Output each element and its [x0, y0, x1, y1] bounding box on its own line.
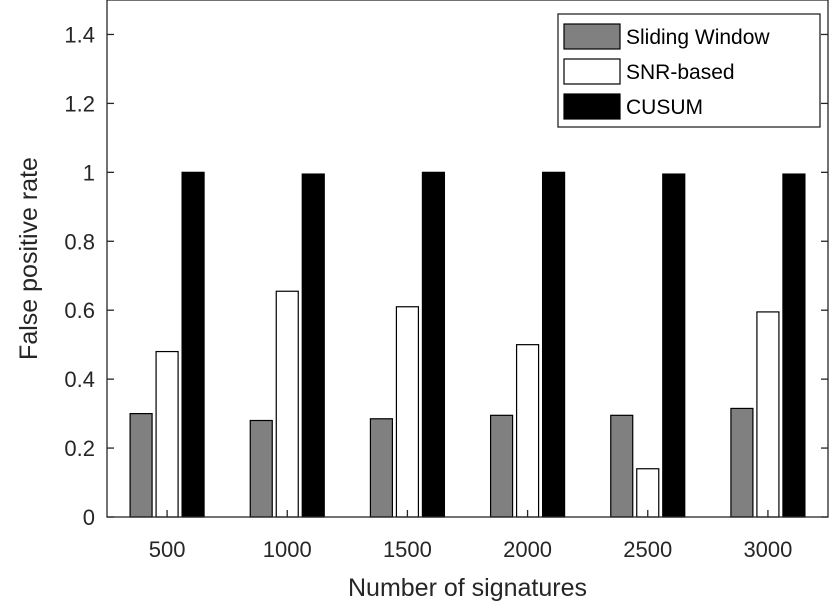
bar-sliding-window-1500: [370, 419, 392, 517]
y-tick-label: 1.2: [64, 91, 95, 116]
bar-sliding-window-2000: [491, 415, 513, 517]
bar-sliding-window-3000: [731, 408, 753, 517]
x-tick-label: 3000: [743, 537, 792, 562]
bar-snr-based-1000: [276, 291, 298, 517]
bar-cusum-1000: [302, 174, 324, 517]
x-axis-ticks: 500 1000 1500 2000 2500 3000: [149, 510, 793, 562]
x-tick-label: 500: [149, 537, 186, 562]
y-tick-label: 1.4: [64, 22, 95, 47]
legend-swatch: [564, 59, 620, 84]
legend-swatch: [564, 94, 620, 119]
bar-snr-based-2000: [517, 345, 539, 517]
bar-sliding-window-1000: [250, 420, 272, 517]
bar-snr-based-3000: [757, 312, 779, 517]
y-tick-label: 0.8: [64, 229, 95, 254]
bar-cusum-2500: [663, 174, 685, 517]
y-tick-label: 0.2: [64, 436, 95, 461]
y-tick-label: 0.6: [64, 298, 95, 323]
x-tick-label: 2000: [503, 537, 552, 562]
legend-label: CUSUM: [626, 96, 703, 119]
bar-cusum-2000: [543, 172, 565, 517]
y-tick-label: 0.4: [64, 367, 95, 392]
y-tick-label: 0: [83, 505, 95, 530]
bar-cusum-1500: [422, 172, 444, 517]
x-tick-label: 1500: [383, 537, 432, 562]
legend-swatch: [564, 24, 620, 49]
bar-snr-based-500: [156, 352, 178, 517]
x-tick-label: 2500: [623, 537, 672, 562]
legend: Sliding Window SNR-based CUSUM: [558, 14, 820, 127]
bar-cusum-3000: [783, 174, 805, 517]
x-tick-label: 1000: [263, 537, 312, 562]
bar-sliding-window-500: [130, 414, 152, 517]
bar-sliding-window-2500: [611, 415, 633, 517]
y-axis-label: False positive rate: [15, 157, 43, 360]
bar-cusum-500: [182, 172, 204, 517]
legend-label: Sliding Window: [626, 26, 770, 49]
bar-snr-based-1500: [396, 307, 418, 517]
bar-snr-based-2500: [637, 469, 659, 517]
x-axis-label: Number of signatures: [348, 574, 587, 602]
legend-label: SNR-based: [626, 61, 735, 84]
y-tick-label: 1: [83, 160, 95, 185]
